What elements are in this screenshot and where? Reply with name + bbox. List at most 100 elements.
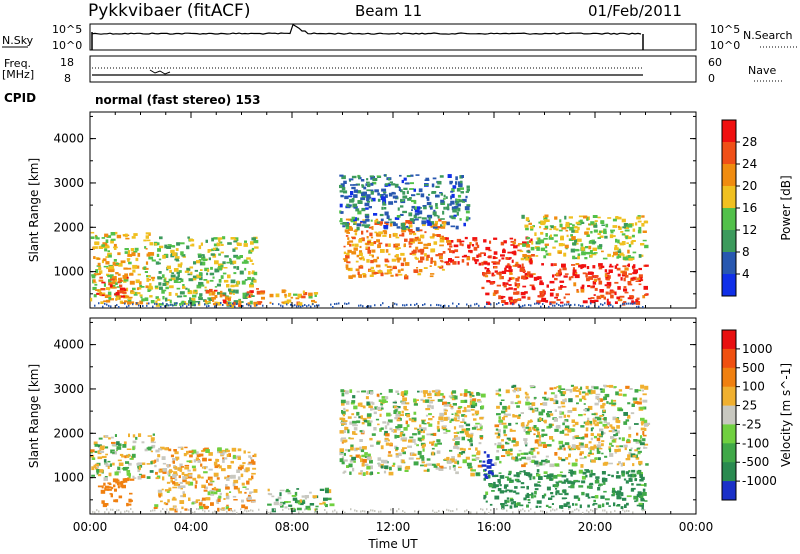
heatmap-cell bbox=[593, 435, 597, 439]
heatmap-cell bbox=[351, 198, 355, 202]
ground-scatter-cell bbox=[302, 511, 304, 514]
heatmap-cell bbox=[581, 480, 586, 484]
heatmap-cell bbox=[616, 425, 620, 429]
heatmap-cell bbox=[380, 427, 384, 430]
heatmap-cell bbox=[616, 463, 620, 466]
heatmap-cell bbox=[176, 271, 180, 275]
heatmap-cell bbox=[376, 441, 380, 445]
heatmap-cell bbox=[621, 218, 626, 223]
heatmap-cell bbox=[401, 410, 404, 414]
heatmap-cell bbox=[174, 258, 179, 261]
ground-scatter-cell bbox=[124, 302, 126, 305]
heatmap-cell bbox=[575, 272, 578, 274]
heatmap-cell bbox=[635, 441, 639, 444]
heatmap-cell bbox=[419, 229, 423, 232]
heatmap-cell bbox=[132, 264, 138, 269]
heatmap-cell bbox=[592, 215, 598, 218]
heatmap-cell bbox=[643, 285, 648, 290]
heatmap-cell bbox=[580, 267, 583, 270]
heatmap-cell bbox=[380, 196, 386, 201]
heatmap-cell bbox=[156, 475, 161, 479]
heatmap-cell bbox=[607, 253, 611, 257]
heatmap-cell bbox=[631, 258, 635, 260]
heatmap-cell bbox=[200, 282, 204, 286]
heatmap-cell bbox=[578, 388, 582, 391]
ground-scatter-cell bbox=[192, 511, 194, 514]
heatmap-cell bbox=[116, 446, 122, 450]
heatmap-cell bbox=[618, 248, 621, 251]
heatmap-cell bbox=[237, 487, 240, 492]
heatmap-cell bbox=[422, 427, 427, 431]
heatmap-cell bbox=[402, 210, 407, 214]
heatmap-cell bbox=[380, 459, 384, 463]
heatmap-cell bbox=[592, 247, 597, 251]
heatmap-cell bbox=[501, 257, 505, 260]
heatmap-cell bbox=[464, 399, 468, 403]
heatmap-cell bbox=[205, 300, 211, 303]
ground-scatter-cell bbox=[536, 302, 538, 305]
heatmap-cell bbox=[615, 216, 619, 218]
ground-scatter-cell bbox=[188, 303, 190, 306]
ground-scatter-cell bbox=[490, 509, 492, 512]
heatmap-cell bbox=[177, 485, 181, 489]
heatmap-cell bbox=[351, 186, 356, 190]
ground-scatter-cell bbox=[570, 304, 572, 306]
heatmap-cell bbox=[249, 290, 254, 293]
heatmap-cell bbox=[523, 428, 526, 432]
heatmap-cell bbox=[95, 289, 100, 291]
heatmap-cell bbox=[116, 441, 120, 446]
heatmap-cell bbox=[210, 266, 213, 270]
heatmap-cell bbox=[540, 441, 546, 444]
heatmap-cell bbox=[525, 472, 531, 476]
y-tick-label: 4000 bbox=[53, 132, 84, 146]
heatmap-cell bbox=[216, 242, 221, 247]
heatmap-cell bbox=[227, 242, 232, 245]
heatmap-cell bbox=[537, 239, 541, 244]
heatmap-cell bbox=[381, 194, 384, 197]
heatmap-cell bbox=[496, 435, 500, 439]
heatmap-cell bbox=[574, 503, 578, 506]
heatmap-cell bbox=[545, 233, 548, 237]
heatmap-cell bbox=[101, 455, 107, 459]
heatmap-cell bbox=[522, 243, 526, 247]
heatmap-cell bbox=[578, 414, 583, 417]
heatmap-cell bbox=[638, 277, 643, 281]
heatmap-cell bbox=[137, 273, 141, 276]
ground-scatter-cell bbox=[622, 303, 624, 306]
heatmap-cell bbox=[509, 428, 513, 432]
heatmap-cell bbox=[591, 413, 596, 416]
heatmap-cell bbox=[498, 481, 501, 485]
heatmap-cell bbox=[244, 491, 247, 494]
heatmap-cell bbox=[150, 437, 155, 441]
heatmap-cell bbox=[122, 275, 127, 279]
ground-scatter-cell bbox=[118, 306, 120, 308]
heatmap-cell bbox=[501, 445, 505, 449]
heatmap-cell bbox=[478, 442, 482, 445]
ground-scatter-cell bbox=[552, 508, 554, 511]
heatmap-cell bbox=[593, 499, 596, 503]
heatmap-cell bbox=[376, 393, 380, 397]
heatmap-cell bbox=[515, 422, 518, 425]
heatmap-cell bbox=[180, 446, 184, 450]
heatmap-cell bbox=[546, 486, 551, 491]
heatmap-cell bbox=[191, 502, 195, 505]
heatmap-cell bbox=[493, 481, 496, 485]
ground-scatter-cell bbox=[92, 510, 94, 513]
heatmap-cell bbox=[608, 292, 612, 295]
heatmap-cell bbox=[481, 286, 485, 290]
heatmap-cell bbox=[165, 503, 168, 506]
heatmap-cell bbox=[438, 255, 443, 260]
heatmap-cell bbox=[184, 464, 190, 467]
heatmap-cell bbox=[478, 262, 482, 266]
heatmap-cell bbox=[246, 480, 250, 485]
heatmap-cell bbox=[590, 231, 593, 234]
heatmap-cell bbox=[416, 213, 420, 215]
heatmap-cell bbox=[368, 226, 372, 229]
heatmap-cell bbox=[483, 497, 486, 500]
heatmap-cell bbox=[515, 456, 518, 459]
heatmap-cell bbox=[359, 430, 363, 433]
heatmap-cell bbox=[481, 405, 485, 409]
heatmap-cell bbox=[91, 457, 96, 460]
heatmap-cell bbox=[628, 258, 633, 261]
heatmap-cell bbox=[589, 473, 593, 478]
